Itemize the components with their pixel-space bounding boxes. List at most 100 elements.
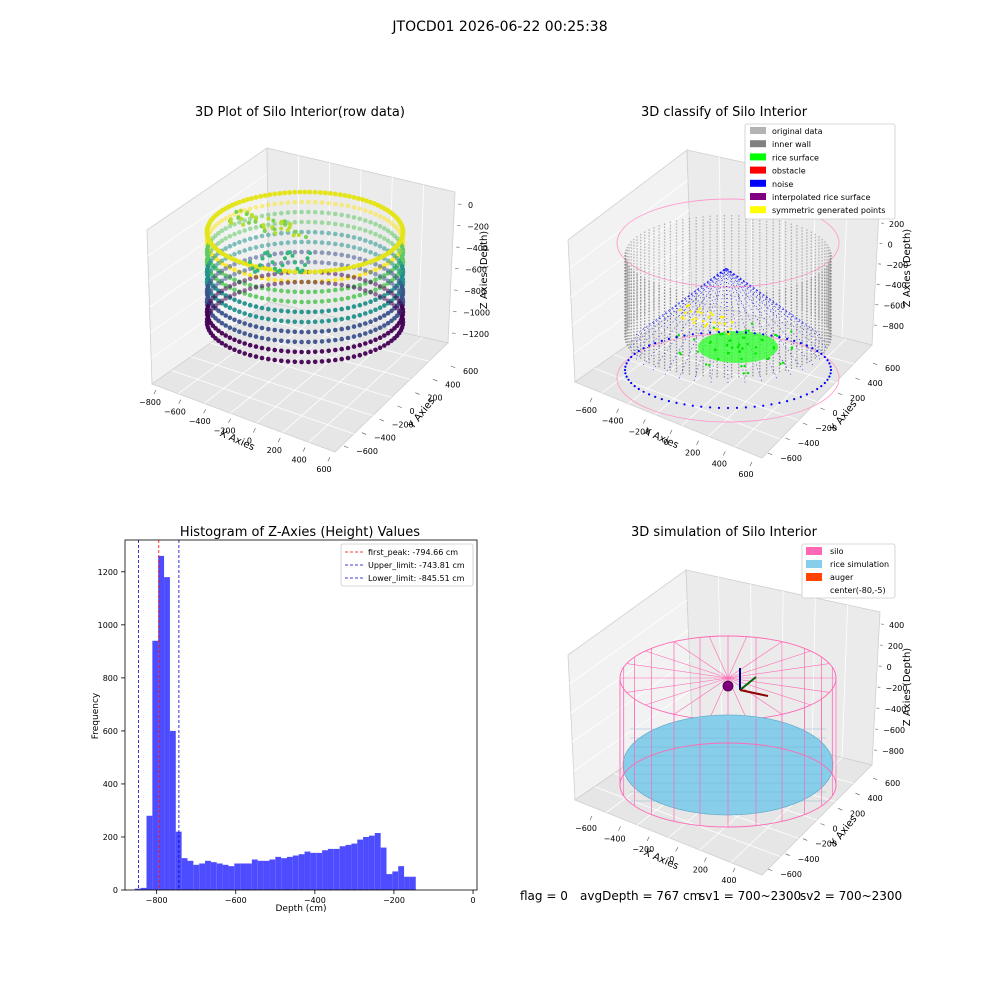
panel1-wall-point [385,278,391,284]
panel1-wall-point [216,290,221,296]
panel1-inner-point [270,260,275,265]
panel1-inner-point [280,263,285,268]
panel1-wall-point [266,326,271,332]
panel1-wall-point [339,276,345,282]
panel1-inner-point [228,217,233,222]
panel1-wall-point [312,349,318,355]
panel1-grid-line [190,356,373,417]
panel2-symmetric-point [714,328,718,331]
panel1-wall-point [333,281,338,287]
panel1-wall-point [326,210,332,216]
panel1-wall-point [299,339,304,345]
panel2-z-tick-label: −400 [885,281,907,290]
panel1-wall-point [319,250,325,255]
panel1-wall-point [377,234,383,239]
panel2-rice-point [731,346,734,349]
panel2-x-tick-mark [669,429,673,435]
panel2-symmetric-point [705,322,709,326]
histogram-ytick-label: 400 [103,780,118,789]
panel1-rim-point [253,264,259,269]
panel1-wall-point [242,331,247,336]
panel1-wall-point [357,226,363,232]
panel1-wall-point [326,280,332,286]
panel1-wall-point [345,283,351,289]
panel2-legend-swatch [750,153,766,161]
panel2-x-tick-label: 400 [712,459,727,468]
panel1-rim-point [307,269,313,275]
panel2-ticks: −600−400−2000200400600−600−400−200020040… [575,220,908,479]
panel2-y-tick-label: 400 [868,379,883,388]
panel1-wall-point [351,235,357,240]
panel4-x-tick-label: −600 [575,824,597,833]
panel1-rim-point [267,266,273,272]
panel2-noise-point [654,395,657,398]
panel1-wall-point [253,304,259,309]
panel1-wall-point [227,345,233,351]
panel1-inner-point [253,219,258,224]
panel2-noise-point [637,349,640,353]
panel1-wall-point [266,316,271,322]
panel2-y-tick-mark [767,452,773,456]
panel1-wall-point [339,202,345,208]
panel4-silo-lid-spoke [626,663,729,679]
panel1-rim-point [233,201,239,207]
panel2-rice-point [708,364,711,367]
panel1-wall-point [368,319,373,325]
panel1-rim-point [360,262,365,267]
panel2-legend-swatch [750,179,766,187]
panel1-wall-point [285,299,291,304]
panel2-y-tick-label: 200 [850,394,865,403]
panel2-noise-point [799,342,802,345]
panel2-y-tick-mark [855,377,860,381]
histogram-bar [257,860,264,890]
panel4-z-tick-label: −600 [883,726,905,735]
panel1-wall-point [219,228,225,234]
panel1-wall-point [237,339,242,345]
panel2-y-tick-label: −400 [798,439,820,448]
panel1-wall-point [266,336,271,342]
panel2-noise-point [735,406,739,409]
panel4-z-tick-label: 200 [888,642,903,651]
panel1-wall-point [326,308,332,314]
panel2-xlabel: X Axies [642,426,680,451]
panel1-wall-point [333,297,338,303]
panel1-rim-point [272,191,278,197]
panel1-wall-point [373,297,378,303]
panel1-inner-point [288,250,292,255]
panel1-wall-point [373,271,378,277]
panel1-wall-point [247,332,253,338]
panel2-noise-point [735,331,739,334]
histogram-xtick-label: −600 [225,896,247,905]
panel1-wall-point [237,349,242,355]
histogram-xtick-label: −800 [146,896,168,905]
panel1-wall-point [373,231,378,237]
panel1-rim-point [347,194,352,199]
histogram-xtick-label: 0 [470,896,475,905]
panel1-wall-point [357,282,363,288]
panel2-noise-point [630,381,633,385]
panel1-inner-point [305,256,310,261]
panel4-y-tick-mark [872,777,878,781]
panel1-rim-point [312,269,318,275]
footer-flag: flag = 0 [520,889,568,903]
panel4-grid-line [750,583,753,736]
panel1-wall-point [219,238,225,244]
panel1-rim-point [368,199,373,205]
panel1-wall-point [306,339,311,345]
panel1-y-tick-label: 400 [445,380,460,389]
panel2-x-tick-label: 200 [685,449,700,458]
panel1-rim-point [317,190,323,195]
histogram-bar [158,555,165,890]
panel1-wall-point [266,232,271,238]
panel-histogram: Histogram of Z-Axies (Height) Values −80… [91,525,478,914]
panel1-wall-point [351,314,357,319]
panel4-x-tick-mark [732,867,736,873]
panel2-noise-point [625,375,628,378]
panel1-wall-point [345,315,351,321]
panel1-wall-point [345,233,351,239]
panel2-noise-point [829,372,832,375]
panel2-symmetric-point [698,307,702,310]
panel2-symmetric-point [730,320,734,324]
panel2-grid-line [569,179,689,269]
